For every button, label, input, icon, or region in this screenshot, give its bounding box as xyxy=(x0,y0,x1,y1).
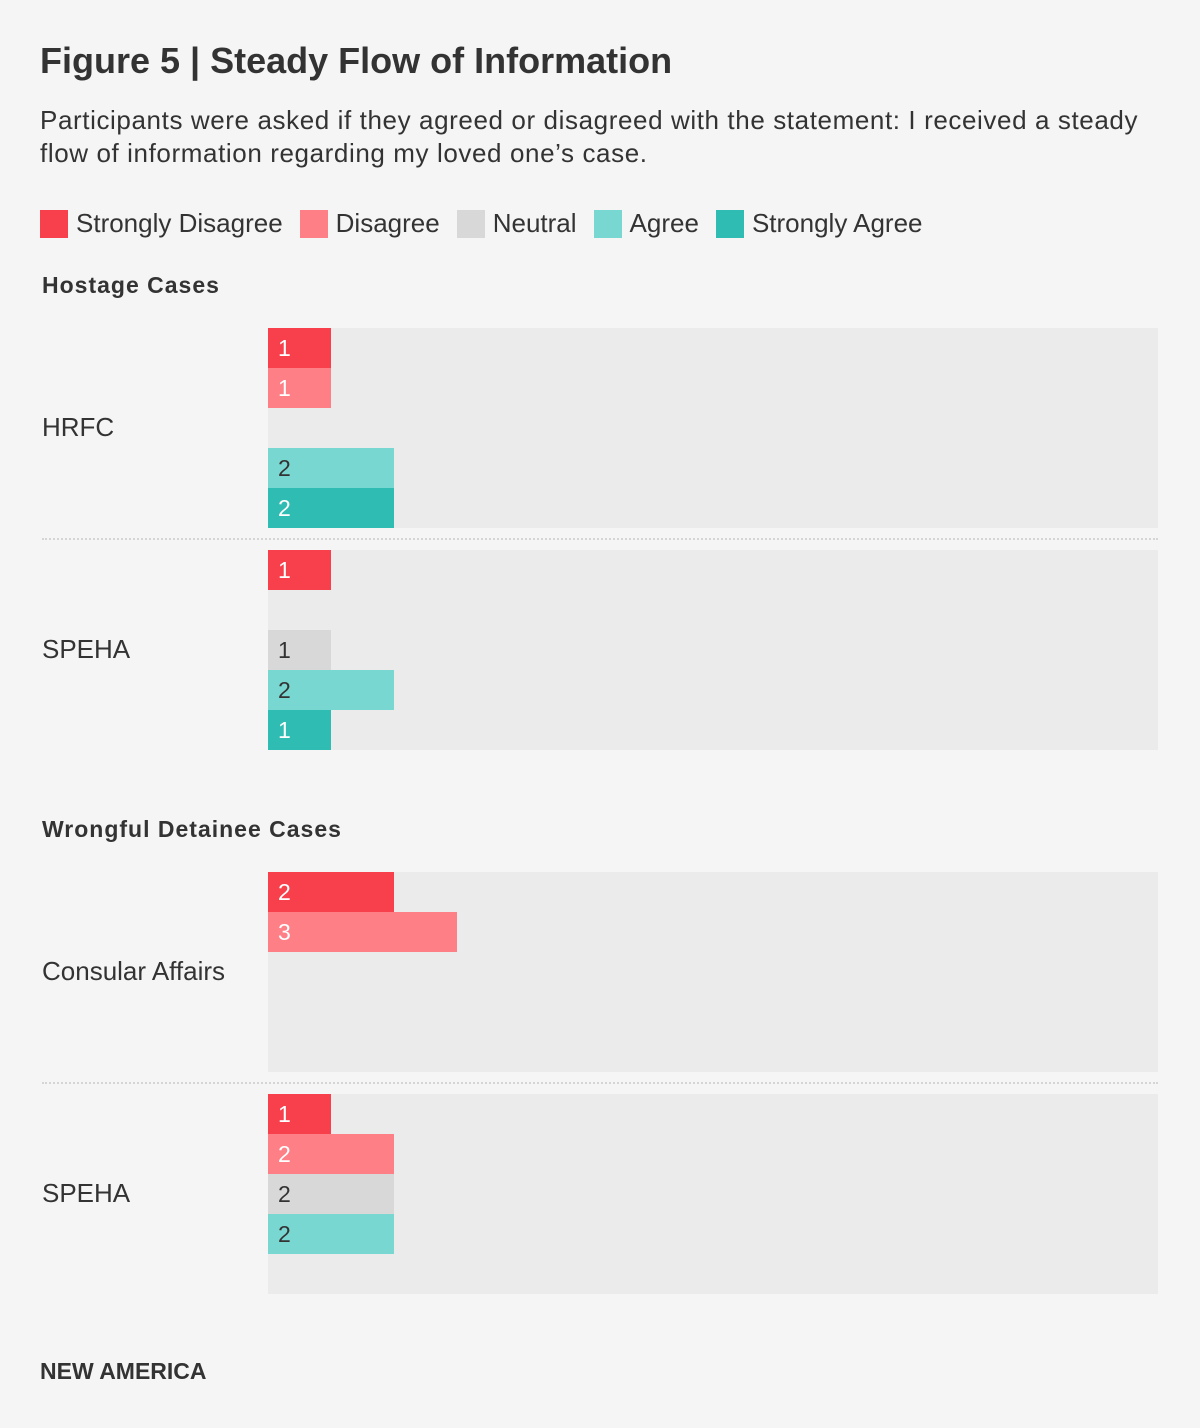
bar-strongly-disagree: 1 xyxy=(268,328,332,368)
bar-value-label: 2 xyxy=(278,455,291,481)
bar-neutral: 1 xyxy=(268,630,332,670)
group-label: SPEHA xyxy=(42,634,131,664)
bar-strongly-agree: 1 xyxy=(268,710,332,750)
bar-value-label: 2 xyxy=(278,879,291,905)
legend-swatch xyxy=(715,209,744,238)
bar-value-label: 3 xyxy=(278,919,291,945)
group-panel: 1 2 2 2 xyxy=(268,1094,1158,1294)
bar-value-label: 2 xyxy=(278,495,291,521)
group-divider xyxy=(42,538,1158,540)
group-label: SPEHA xyxy=(42,1178,131,1208)
legend-item: Neutral xyxy=(456,208,577,239)
bar-strongly-disagree: 1 xyxy=(268,1094,332,1134)
legend: Strongly Disagree Disagree Neutral Agree Str… xyxy=(40,208,940,239)
bar-value-label: 1 xyxy=(278,637,291,663)
chart-subtitle: Participants were asked if they agreed o… xyxy=(40,105,1139,168)
legend-item: Agree xyxy=(593,208,699,239)
chart-title: Figure 5 | Steady Flow of Information xyxy=(40,40,673,81)
legend-label: Neutral xyxy=(492,208,577,238)
bar-value-label: 2 xyxy=(278,1221,291,1247)
legend-label: Strongly Agree xyxy=(751,208,923,238)
legend-swatch xyxy=(593,209,622,238)
footer-logo: NEW AMERICA xyxy=(40,1358,207,1384)
bar-strongly-agree: 2 xyxy=(268,488,395,528)
section-title: Hostage Cases xyxy=(42,272,220,298)
group-label: Consular Affairs xyxy=(42,956,226,986)
bar-neutral: 2 xyxy=(268,1174,395,1214)
legend-swatch xyxy=(40,209,68,238)
legend-item: Disagree xyxy=(299,208,440,239)
bar-agree: 2 xyxy=(268,670,395,710)
legend-label: Strongly Disagree xyxy=(76,208,283,238)
bar-agree: 2 xyxy=(268,448,395,488)
bar-value-label: 1 xyxy=(278,557,291,583)
bar-disagree: 1 xyxy=(268,368,332,408)
bar-value-label: 2 xyxy=(278,677,291,703)
legend-item: Strongly Disagree xyxy=(40,208,283,239)
bar-value-label: 1 xyxy=(278,717,291,743)
bar-value-label: 2 xyxy=(278,1181,291,1207)
bar-disagree: 2 xyxy=(268,1134,395,1174)
bar-strongly-disagree: 2 xyxy=(268,872,395,912)
group-label: HRFC xyxy=(42,412,115,442)
section-title: Wrongful Detainee Cases xyxy=(42,816,342,842)
legend-label: Disagree xyxy=(335,208,440,238)
group-divider xyxy=(42,1082,1158,1084)
bar-agree: 2 xyxy=(268,1214,395,1254)
bar-disagree: 3 xyxy=(268,912,458,952)
bar-value-label: 1 xyxy=(278,375,291,401)
legend-swatch xyxy=(456,209,485,238)
bar-strongly-disagree: 1 xyxy=(268,550,332,590)
bar-value-label: 1 xyxy=(278,335,291,361)
legend-item: Strongly Agree xyxy=(715,208,923,239)
group-panel: 1 1 2 1 xyxy=(268,550,1158,750)
group-panel: 1 1 2 2 xyxy=(268,328,1158,528)
legend-swatch xyxy=(299,209,328,238)
legend-label: Agree xyxy=(629,208,699,238)
bar-value-label: 2 xyxy=(278,1141,291,1167)
bar-value-label: 1 xyxy=(278,1101,291,1127)
